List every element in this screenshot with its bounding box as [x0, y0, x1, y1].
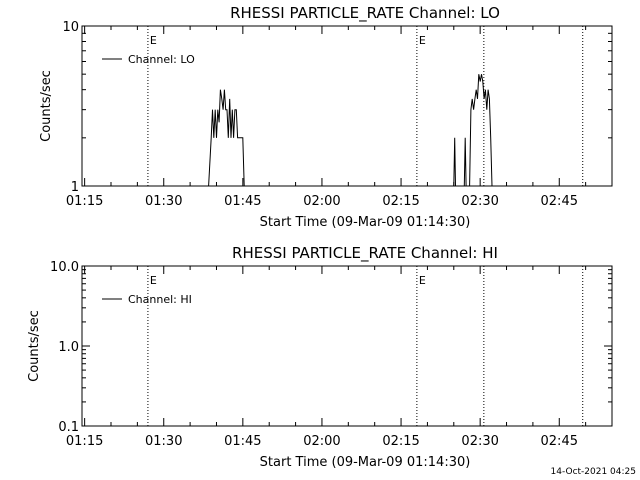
series-line-channel-lo: [453, 74, 493, 187]
chart-title: RHESSI PARTICLE_RATE Channel: HI: [232, 244, 498, 263]
hi-channel-panel: RHESSI PARTICLE_RATE Channel: HI Start Ti…: [27, 244, 613, 470]
legend-entry: Channel: HI: [128, 293, 192, 306]
y-axis-label: Counts/sec: [39, 70, 54, 142]
event-marker-label: E: [419, 34, 426, 47]
y-tick-label: 10: [62, 20, 79, 35]
event-marker-label: E: [419, 274, 426, 287]
x-tick-label: 01:30: [145, 194, 182, 209]
x-tick-label: 02:30: [461, 434, 498, 449]
x-axis-label: Start Time (09-Mar-09 01:14:30): [260, 215, 471, 230]
x-tick-label: 01:45: [224, 434, 261, 449]
legend-entry: Channel: LO: [128, 53, 195, 66]
event-marker-label: E: [150, 274, 157, 287]
y-tick-label: 1.0: [58, 340, 79, 355]
x-tick-label: 02:00: [303, 194, 340, 209]
lo-channel-panel: RHESSI PARTICLE_RATE Channel: LO Start Ti…: [39, 4, 613, 230]
y-tick-label: 1: [71, 180, 79, 195]
x-tick-label: 02:15: [382, 434, 419, 449]
series-line-channel-lo: [208, 89, 245, 187]
x-tick-label: 01:15: [66, 434, 103, 449]
x-tick-label: 01:30: [145, 434, 182, 449]
y-axis-label: Counts/sec: [27, 310, 42, 382]
event-marker-label: E: [150, 34, 157, 47]
x-tick-label: 02:30: [461, 194, 498, 209]
x-tick-label: 02:45: [541, 194, 578, 209]
x-tick-label: 02:15: [382, 194, 419, 209]
generation-timestamp: 14-Oct-2021 04:25: [551, 467, 636, 477]
x-tick-label: 02:00: [303, 434, 340, 449]
x-tick-label: 01:45: [224, 194, 261, 209]
plot-frame: [81, 265, 613, 427]
x-axis-label: Start Time (09-Mar-09 01:14:30): [260, 455, 471, 470]
x-tick-label: 02:45: [541, 434, 578, 449]
y-tick-label: 0.1: [58, 420, 79, 435]
y-tick-label: 10.0: [50, 260, 79, 275]
x-tick-label: 01:15: [66, 194, 103, 209]
plot-frame: [81, 25, 613, 187]
chart-title: RHESSI PARTICLE_RATE Channel: LO: [230, 4, 500, 23]
